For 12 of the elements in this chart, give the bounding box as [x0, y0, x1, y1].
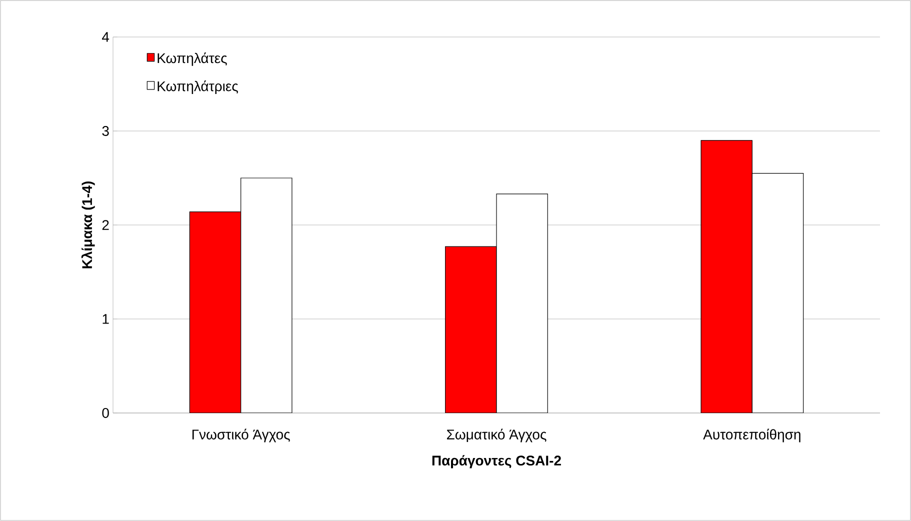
y-tick-label: 1 — [102, 314, 109, 324]
y-tick-label: 3 — [102, 126, 109, 136]
y-tick-label: 2 — [102, 220, 109, 230]
y-axis-title: Κλίμακα (1-4) — [81, 182, 95, 268]
x-tick-label: Αυτοπεποίθηση — [703, 428, 800, 442]
x-tick-label: Σωματικό Άγχος — [446, 428, 546, 442]
x-tick-label: Γνωστικό Άγχος — [192, 428, 290, 442]
x-axis-title: Παράγοντες CSAI-2 — [432, 455, 561, 468]
y-tick-label: 4 — [102, 32, 110, 42]
y-tick-label: 0 — [102, 408, 109, 418]
legend-label: Κωπηλάτες — [158, 52, 227, 66]
legend-label: Κωπηλάτριες — [158, 80, 238, 94]
